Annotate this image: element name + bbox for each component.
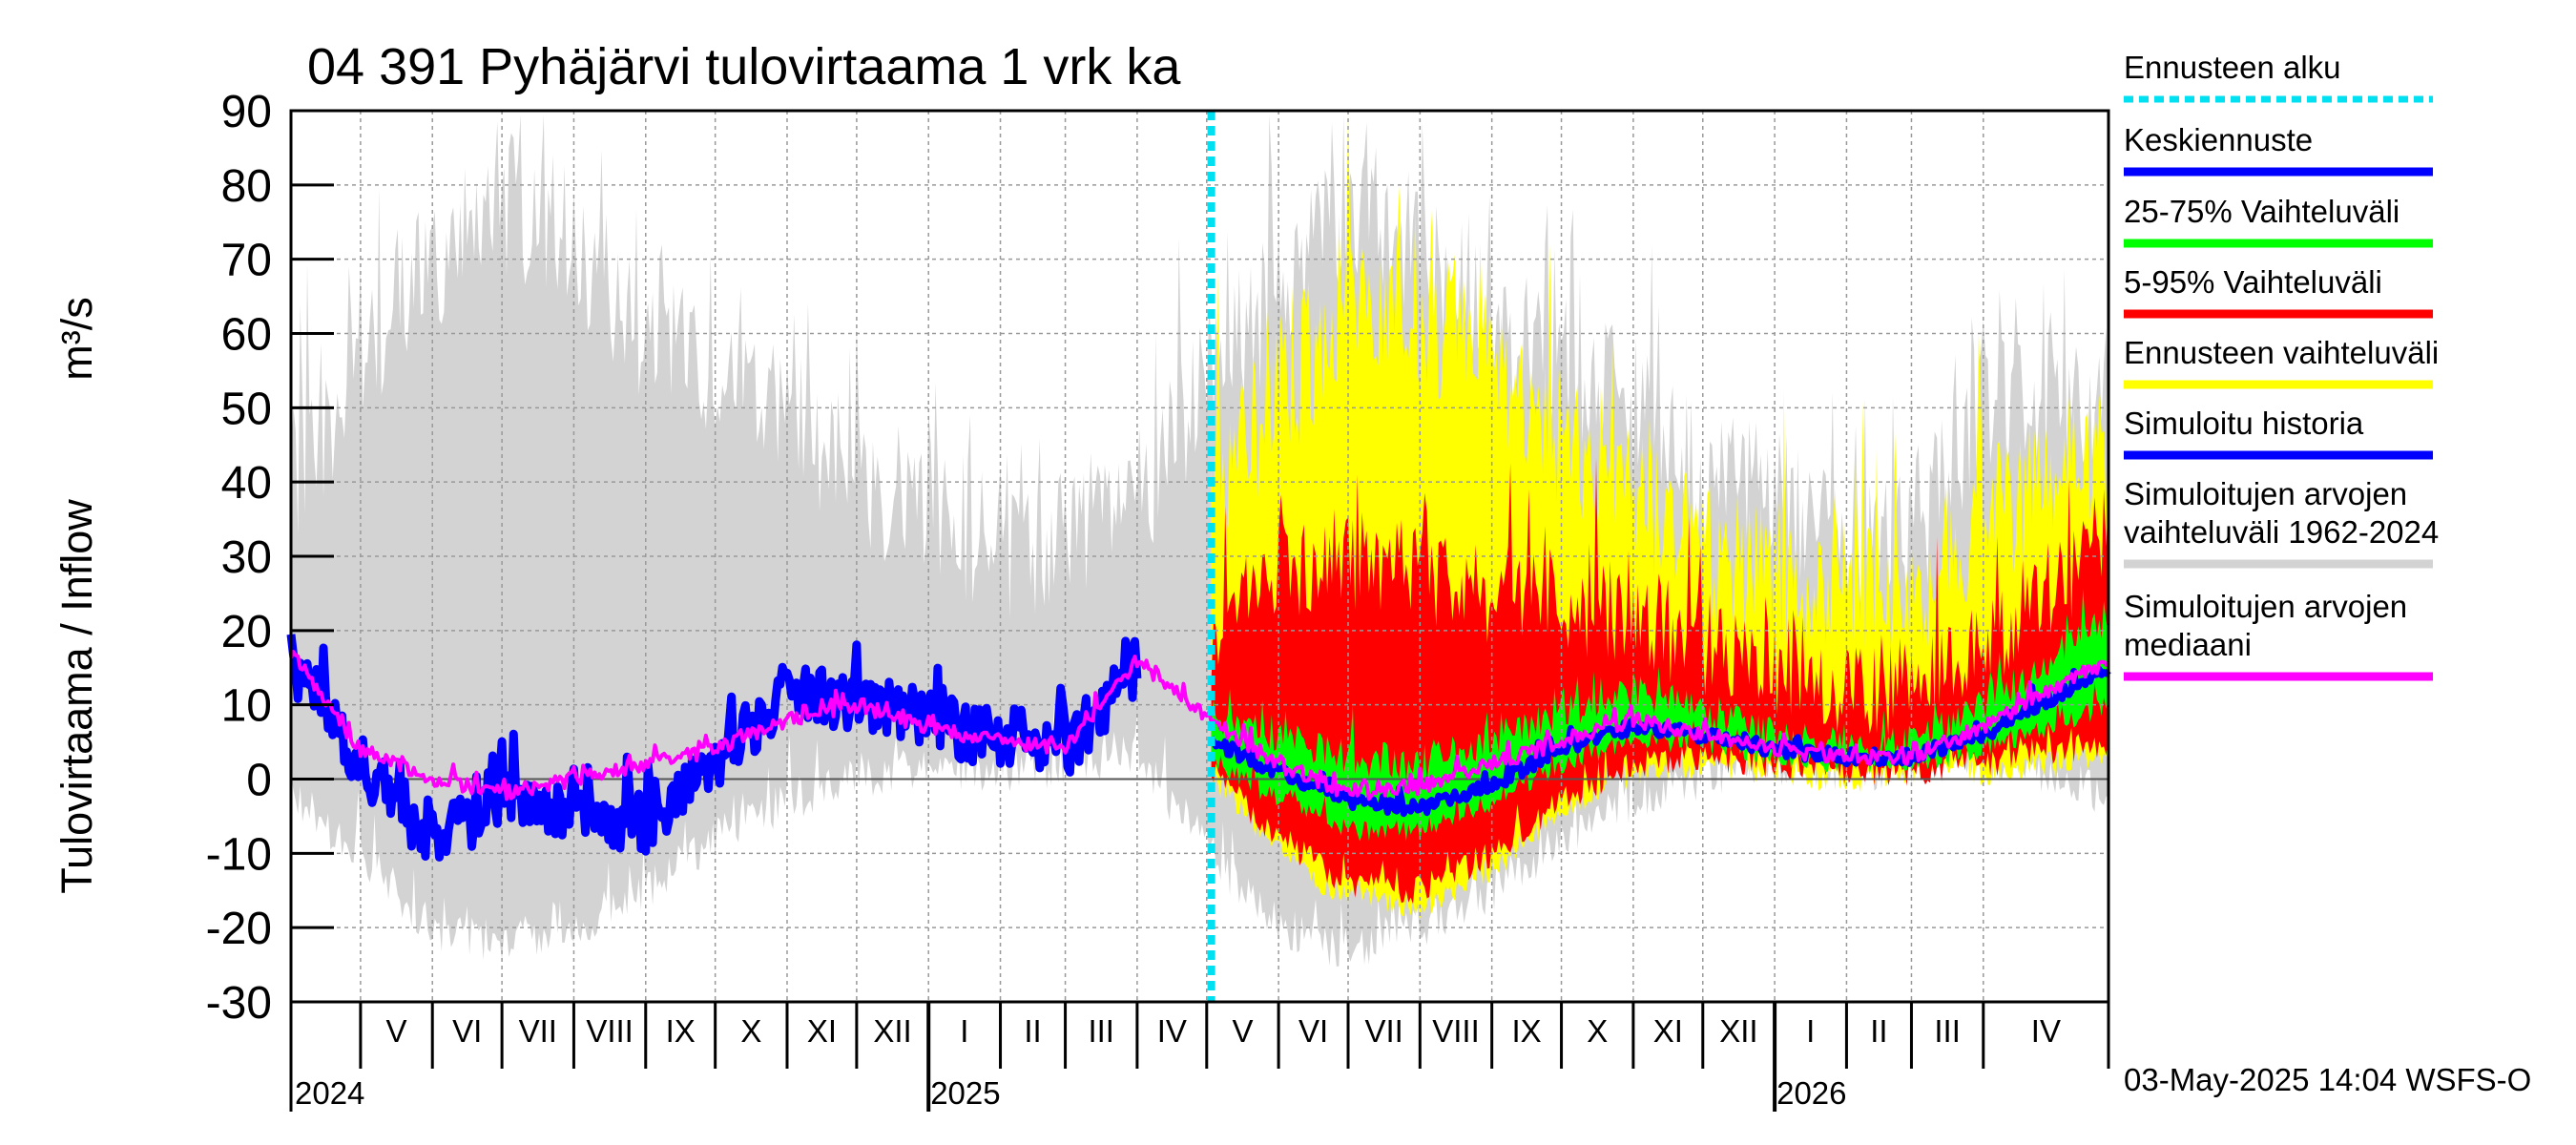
legend: Ennusteen alku Keskiennuste 25-75% Vaihtel… xyxy=(2124,50,2439,681)
ytick-label-4: 50 xyxy=(221,384,272,434)
ytick-label-5: 40 xyxy=(221,458,272,509)
month-label-13: VI xyxy=(1298,1013,1328,1049)
ytick-label-12: -30 xyxy=(206,978,272,1029)
legend-label-7-0: Simuloitujen arvojen xyxy=(2124,589,2407,624)
legend-label-4: Ennusteen vaihteluväli xyxy=(2124,335,2439,370)
legend-label-2: 25-75% Vaihteluväli xyxy=(2124,194,2399,229)
month-label-2: VII xyxy=(519,1013,557,1049)
month-label-18: XI xyxy=(1653,1013,1683,1049)
ytick-label-7: 20 xyxy=(221,607,272,657)
ytick-label-9: 0 xyxy=(246,756,272,806)
ytick-label-10: -10 xyxy=(206,829,272,880)
legend-label-1: Keskiennuste xyxy=(2124,122,2313,157)
legend-label-3: 5-95% Vaihteluväli xyxy=(2124,264,2382,300)
month-label-16: IX xyxy=(1512,1013,1542,1049)
month-label-11: IV xyxy=(1157,1013,1187,1049)
y-axis-label: Tulovirtaama / Inflow xyxy=(52,499,101,894)
month-label-0: V xyxy=(386,1013,407,1049)
month-label-15: VIII xyxy=(1432,1013,1480,1049)
y-axis-label-group: Tulovirtaama / Inflow m³/s xyxy=(52,297,101,893)
ytick-label-2: 70 xyxy=(221,236,272,286)
month-label-14: VII xyxy=(1364,1013,1402,1049)
legend-label-6-1: vaihteluväli 1962-2024 xyxy=(2124,514,2439,550)
month-label-22: III xyxy=(1934,1013,1961,1049)
year-label-2: 2026 xyxy=(1776,1075,1846,1111)
month-label-20: I xyxy=(1806,1013,1815,1049)
month-label-6: XI xyxy=(807,1013,837,1049)
grid-layer xyxy=(291,110,2109,1003)
ytick-label-8: 10 xyxy=(221,681,272,732)
forecast-mean-line xyxy=(1208,665,2111,818)
month-label-10: III xyxy=(1088,1013,1114,1049)
ytick-label-6: 30 xyxy=(221,532,272,583)
ytick-label-1: 80 xyxy=(221,161,272,212)
month-label-1: VI xyxy=(452,1013,482,1049)
month-label-8: I xyxy=(960,1013,968,1049)
legend-label-7-1: mediaani xyxy=(2124,627,2252,662)
bands-layer xyxy=(291,114,2109,967)
ytick-label-11: -20 xyxy=(206,904,272,954)
legend-label-6-0: Simuloitujen arvojen xyxy=(2124,476,2407,511)
month-label-7: XII xyxy=(873,1013,911,1049)
month-label-23: IV xyxy=(2031,1013,2061,1049)
legend-label-5: Simuloitu historia xyxy=(2124,406,2364,441)
median-line xyxy=(289,650,2110,802)
month-label-17: X xyxy=(1587,1013,1608,1049)
ytick-label-3: 60 xyxy=(221,310,272,361)
month-label-5: X xyxy=(740,1013,761,1049)
year-label-0: 2024 xyxy=(295,1075,364,1111)
legend-label-0: Ennusteen alku xyxy=(2124,50,2341,85)
year-label-1: 2025 xyxy=(930,1075,1000,1111)
y-axis-unit: m³/s xyxy=(52,297,101,380)
month-label-9: II xyxy=(1024,1013,1041,1049)
chart-title: 04 391 Pyhäjärvi tulovirtaama 1 vrk ka xyxy=(307,38,1181,95)
month-label-4: IX xyxy=(666,1013,696,1049)
p25-p75-band xyxy=(1211,589,2109,842)
footer-stamp: 03-May-2025 14:04 WSFS-O xyxy=(2124,1062,2531,1097)
month-label-12: V xyxy=(1232,1013,1253,1049)
month-label-3: VIII xyxy=(586,1013,634,1049)
ytick-label-0: 90 xyxy=(221,87,272,137)
lines-layer xyxy=(286,111,2111,1002)
month-label-21: II xyxy=(1870,1013,1887,1049)
month-label-19: XII xyxy=(1719,1013,1757,1049)
